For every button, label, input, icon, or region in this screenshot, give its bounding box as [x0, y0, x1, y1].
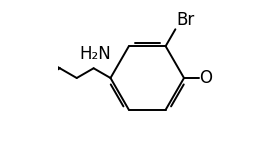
Text: O: O	[200, 69, 213, 87]
Text: Br: Br	[176, 11, 194, 28]
Text: H₂N: H₂N	[79, 45, 111, 63]
